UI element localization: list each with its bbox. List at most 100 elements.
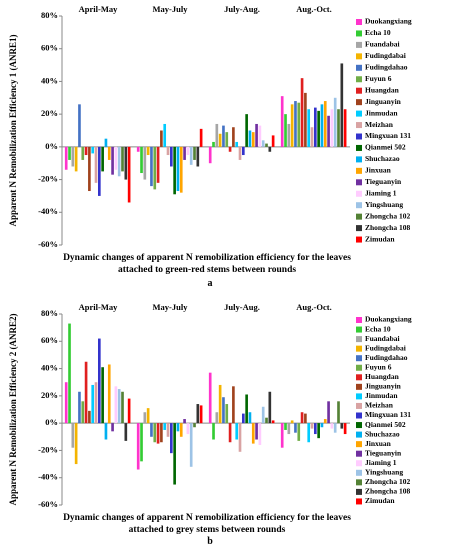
bar — [117, 389, 121, 424]
bar — [248, 412, 252, 424]
y-axis-label: Apparent N Remobilization Efficiency 1 (… — [8, 34, 18, 226]
bar — [88, 146, 91, 192]
bar — [143, 146, 147, 180]
bar — [307, 423, 311, 443]
legend-label: Tieguanyin — [365, 448, 402, 457]
bar — [140, 146, 143, 174]
bar — [81, 146, 85, 160]
y-tick-label: -20% — [38, 174, 58, 184]
y-tick-label: 60% — [41, 335, 58, 345]
legend-label: Shuchazao — [365, 429, 400, 438]
bar — [196, 146, 200, 167]
legend-swatch — [356, 41, 362, 48]
legend-label: Jinxuan — [365, 166, 392, 175]
legend-swatch — [356, 19, 362, 25]
x-axis-label: Dynamic changes of apparent N remobiliza… — [63, 253, 351, 275]
legend-swatch — [356, 412, 362, 419]
bar — [64, 146, 68, 170]
bar — [271, 135, 275, 147]
legend-swatch — [356, 202, 362, 209]
legend-label: Fuandabai — [365, 334, 400, 343]
bar — [294, 101, 297, 147]
legend-label: Qianmei 502 — [365, 420, 406, 429]
bar — [300, 412, 304, 424]
bar — [333, 97, 337, 147]
bar — [314, 423, 317, 435]
bar — [136, 146, 140, 152]
bar — [84, 146, 88, 156]
legend-label: Huangdan — [365, 85, 400, 94]
bar — [212, 423, 215, 440]
bar — [314, 107, 317, 147]
bar — [173, 423, 176, 485]
caption: a — [207, 278, 213, 289]
bar — [121, 391, 124, 424]
legend-label: Fuyun 6 — [365, 74, 392, 83]
legend-label: Fudingdabai — [365, 343, 406, 352]
bar — [170, 423, 173, 454]
legend-label: Meizhan — [365, 120, 394, 129]
legend-label: Fuandabai — [365, 40, 400, 49]
bar — [94, 146, 98, 183]
bar — [146, 146, 150, 156]
legend-label: Zhongcha 102 — [365, 477, 410, 486]
bar — [268, 146, 272, 152]
bar — [166, 423, 170, 437]
legend-swatch — [356, 133, 362, 140]
bar — [173, 146, 176, 195]
bar — [343, 109, 347, 147]
bar — [265, 417, 268, 424]
bar — [304, 92, 307, 147]
legend-swatch — [356, 167, 362, 174]
legend-swatch — [356, 364, 362, 371]
legend-swatch — [356, 422, 362, 429]
bar — [74, 423, 78, 465]
bar — [199, 128, 203, 147]
legend-swatch — [356, 488, 362, 495]
bar — [150, 146, 153, 187]
bar — [225, 404, 229, 424]
bar — [186, 146, 190, 156]
bar — [163, 423, 167, 430]
legend-swatch — [356, 460, 362, 467]
bar — [170, 146, 173, 167]
bar — [127, 146, 131, 203]
legend-swatch — [356, 450, 362, 457]
bar — [111, 423, 114, 432]
y-tick-label: -60% — [38, 239, 58, 249]
bar — [71, 146, 75, 167]
bar — [271, 420, 275, 424]
bar — [156, 423, 160, 444]
legend-swatch — [356, 87, 362, 94]
legend-label: Huangdan — [365, 372, 400, 381]
y-tick-label: -60% — [38, 499, 58, 509]
bar — [268, 391, 272, 424]
x-tick-label: May-July — [153, 4, 189, 14]
legend-label: Fuyun 6 — [365, 362, 392, 371]
bar — [98, 338, 101, 424]
legend-swatch — [356, 393, 362, 400]
bar — [71, 423, 75, 448]
bar — [238, 423, 242, 452]
bar — [215, 412, 219, 424]
bar — [245, 394, 248, 424]
bar — [258, 125, 262, 147]
bar — [193, 423, 196, 428]
bar — [225, 132, 229, 147]
legend-label: Echa 10 — [365, 324, 391, 333]
legend-label: Yingshuang — [365, 468, 403, 477]
x-tick-label: April-May — [79, 302, 118, 312]
legend-label: Duokangxiang — [365, 17, 412, 26]
bar — [124, 423, 128, 441]
bar — [127, 398, 131, 424]
bar — [208, 372, 212, 424]
x-tick-label: Aug.-Oct. — [296, 302, 331, 312]
bar — [218, 384, 222, 424]
bar — [91, 384, 95, 424]
bar — [218, 133, 222, 147]
bar — [114, 146, 118, 170]
bar — [160, 423, 163, 443]
bar — [228, 146, 232, 152]
legend-swatch — [356, 479, 362, 486]
bar — [261, 140, 265, 147]
